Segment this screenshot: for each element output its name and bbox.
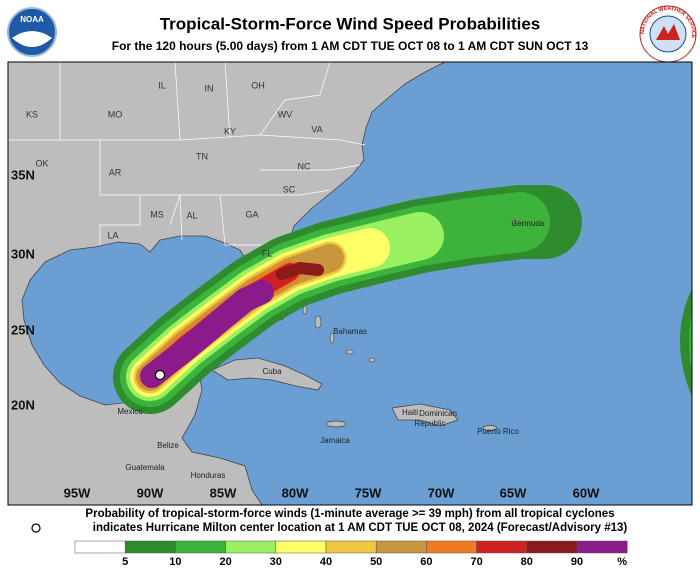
longitude-label: 95W (64, 485, 91, 500)
state-label: SC (283, 184, 296, 194)
latitude-label: 20N (11, 397, 35, 412)
place-label: Puerto Rico (477, 427, 519, 436)
longitude-label: 75W (355, 485, 382, 500)
storm-center (154, 369, 166, 381)
legend-swatch (74, 540, 126, 554)
jamaica (325, 420, 347, 428)
legend: 5 10 20 30 40 50 60 70 80 90% (74, 540, 628, 568)
latitude-label: 35N (11, 167, 35, 182)
state-label: MO (108, 109, 123, 119)
longitude-label: 90W (137, 485, 164, 500)
legend-tick-label: 20 (219, 556, 231, 568)
cone-band (680, 288, 692, 397)
legend-tick-label: 40 (320, 556, 332, 568)
place-label: Bahamas (333, 327, 367, 336)
state-label: WV (278, 109, 293, 119)
place-label: Guatemala (125, 463, 165, 472)
state-label: NC (298, 161, 311, 171)
state-label: KS (26, 109, 38, 119)
legend-swatch (576, 540, 628, 554)
state-label: VA (311, 124, 322, 134)
legend-tick-label: 30 (270, 556, 282, 568)
legend-swatch (325, 540, 377, 554)
place-label: Dominican (419, 409, 457, 418)
state-label: IN (205, 83, 214, 93)
longitude-label: 65W (500, 485, 527, 500)
longitude-label: 80W (282, 485, 309, 500)
legend-tick-label: 10 (169, 556, 181, 568)
place-label: Honduras (191, 471, 226, 480)
puerto-rico (482, 425, 498, 431)
legend-swatch (175, 540, 226, 554)
place-label: Haiti (402, 408, 418, 417)
hispaniola (391, 403, 459, 427)
map-labels: 35N 30N 25N 20N 95W 90W 85W 80W 75W 70W 65W 60W KS MO… (11, 80, 600, 500)
legend-swatch (225, 540, 277, 554)
state-label: IL (158, 80, 166, 90)
cone-band (140, 280, 274, 388)
legend-tick-label: 5 (122, 556, 128, 568)
state-label: KY (224, 126, 236, 136)
state-label: OK (35, 158, 48, 168)
map-frame (7, 61, 693, 506)
state-borders (8, 62, 366, 246)
legend-tick-label: 50 (370, 556, 382, 568)
subtitle: For the 120 hours (5.00 days) from 1 AM … (112, 39, 589, 53)
place-label: Bermuda (512, 219, 545, 228)
latitude-label: 25N (11, 322, 35, 337)
legend-tick-label: 70 (470, 556, 482, 568)
state-label: OH (251, 80, 265, 90)
noaa-logo: NOAA (7, 7, 57, 57)
footer-line: Probability of tropical-storm-force wind… (85, 508, 614, 520)
place-label: Mexico (117, 407, 143, 416)
legend-tick-label: 80 (521, 556, 533, 568)
bermuda (510, 218, 516, 224)
legend-swatch (124, 540, 176, 554)
longitude-label: 70W (428, 485, 455, 500)
state-label: MS (150, 209, 164, 219)
longitude-label: 60W (573, 485, 600, 500)
legend-tick-label: 60 (420, 556, 432, 568)
legend-swatch (426, 540, 477, 554)
legend-swatch (275, 540, 327, 554)
legend-swatch (476, 540, 528, 554)
cuba (211, 357, 323, 391)
probability-cone (113, 185, 692, 414)
cone-band (276, 261, 324, 280)
legend-swatch (375, 540, 427, 554)
logo-text: NOAA (20, 15, 44, 24)
place-label: Republic (414, 419, 445, 428)
longitude-label: 85W (210, 485, 237, 500)
state-label: AL (186, 210, 197, 220)
bahamas (302, 305, 376, 363)
place-label: Belize (157, 441, 179, 450)
latitude-label: 30N (11, 246, 35, 261)
legend-tick-label: 90 (571, 556, 583, 568)
state-label: LA (107, 230, 118, 240)
state-label: TN (196, 151, 208, 161)
title: Tropical-Storm-Force Wind Speed Probabil… (160, 14, 541, 33)
legend-unit: % (617, 556, 627, 568)
place-label: Jamaica (320, 436, 350, 445)
state-label: FL (262, 248, 273, 258)
legend-swatch (526, 540, 578, 554)
state-label: AR (109, 167, 122, 177)
place-label: Cuba (262, 367, 282, 376)
nws-logo: NATIONAL WEATHER SERVICE (639, 5, 697, 63)
center-symbol (31, 523, 41, 533)
footer-line: indicates Hurricane Milton center locati… (93, 522, 628, 534)
map: 35N 30N 25N 20N 95W 90W 85W 80W 75W 70W 65W 60W KS MO… (8, 62, 692, 505)
state-label: GA (245, 209, 258, 219)
land (8, 62, 446, 505)
